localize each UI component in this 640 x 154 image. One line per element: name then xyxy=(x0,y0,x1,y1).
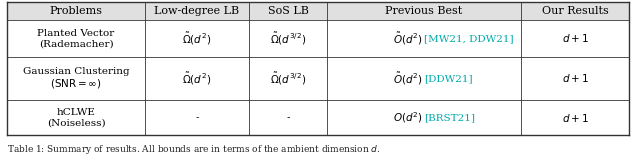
Text: [MW21, DDW21]: [MW21, DDW21] xyxy=(424,34,514,43)
Bar xyxy=(7,2,629,20)
Text: [BRST21]: [BRST21] xyxy=(424,113,475,122)
Text: $\tilde{\Omega}(d^{3/2})$: $\tilde{\Omega}(d^{3/2})$ xyxy=(270,30,306,47)
Text: Table 1: Summary of results. All bounds are in terms of the ambient dimension $d: Table 1: Summary of results. All bounds … xyxy=(7,143,381,154)
Text: $\tilde{O}(d^2)$: $\tilde{O}(d^2)$ xyxy=(394,71,424,87)
Text: hCLWE
(Noiseless): hCLWE (Noiseless) xyxy=(47,108,106,127)
Text: Previous Best: Previous Best xyxy=(385,6,463,16)
Text: Planted Vector
(Rademacher): Planted Vector (Rademacher) xyxy=(37,29,115,48)
Text: $d+1$: $d+1$ xyxy=(561,32,589,45)
Text: $d+1$: $d+1$ xyxy=(561,73,589,85)
Text: Our Results: Our Results xyxy=(541,6,609,16)
Text: [DDW21]: [DDW21] xyxy=(424,74,472,83)
Text: $O(d^2)$: $O(d^2)$ xyxy=(394,110,424,125)
Text: $\tilde{\Omega}(d^2)$: $\tilde{\Omega}(d^2)$ xyxy=(182,71,212,87)
Text: $d+1$: $d+1$ xyxy=(561,111,589,124)
Text: -: - xyxy=(286,113,290,122)
Text: -: - xyxy=(195,113,199,122)
Text: Problems: Problems xyxy=(49,6,102,16)
Text: Gaussian Clustering
$(\mathrm{SNR} = \infty)$: Gaussian Clustering $(\mathrm{SNR} = \in… xyxy=(22,67,129,90)
Text: Low-degree LB: Low-degree LB xyxy=(154,6,239,16)
Text: $\tilde{\Omega}(d^2)$: $\tilde{\Omega}(d^2)$ xyxy=(182,30,212,47)
Text: $\tilde{\Omega}(d^{3/2})$: $\tilde{\Omega}(d^{3/2})$ xyxy=(270,71,306,87)
Text: SoS LB: SoS LB xyxy=(268,6,308,16)
Text: $\tilde{O}(d^2)$: $\tilde{O}(d^2)$ xyxy=(394,30,424,47)
